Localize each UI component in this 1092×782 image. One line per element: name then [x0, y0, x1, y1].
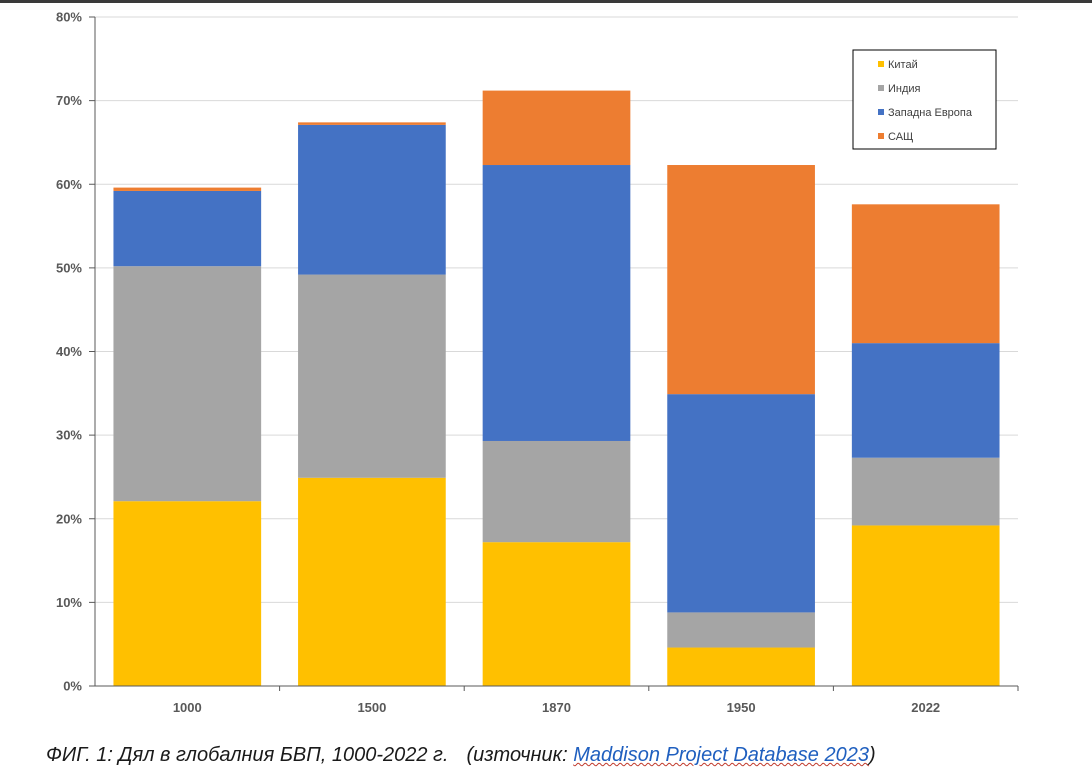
source-link[interactable]: Maddison Project Database 2023 — [573, 744, 869, 766]
bar-segment-Западна Европа-1870 — [482, 165, 631, 441]
legend-label: Индия — [888, 83, 921, 95]
x-tick-label: 1870 — [542, 700, 571, 715]
bar-segment-САЩ-2022 — [851, 204, 1000, 344]
caption-source-prefix: (източник: — [466, 744, 574, 766]
bar-segment-Индия-1000 — [113, 266, 262, 502]
y-tick-label: 50% — [56, 260, 82, 275]
top-border-line — [0, 0, 1092, 3]
x-tick-label: 1500 — [357, 700, 386, 715]
legend-swatch-Западна Европа — [878, 109, 884, 115]
figure-caption: ФИГ. 1: Дял в глобалния БВП, 1000-2022 г… — [46, 744, 876, 767]
legend: Китай Индия Западна Европа САЩ — [852, 49, 997, 150]
bar-segment-Индия-1500 — [298, 274, 446, 478]
bar-segment-Китай-1500 — [298, 477, 446, 686]
y-tick-label: 10% — [56, 595, 82, 610]
legend-box — [852, 49, 997, 150]
stacked-bar-chart: 0% 10% 20% 30% 40% 50% 60% 70% 80% 1000 1500 1870 19… — [56, 10, 1019, 715]
legend-swatch-Китай — [878, 61, 884, 67]
bar-segment-Западна Европа-1000 — [113, 190, 262, 267]
bar-segment-Западна Европа-1950 — [667, 394, 815, 613]
legend-label: САЩ — [888, 131, 913, 143]
x-tick-label: 2022 — [911, 700, 940, 715]
legend-label: Западна Европа — [888, 107, 973, 119]
x-tick-label: 1950 — [727, 700, 756, 715]
y-tick-label: 20% — [56, 511, 82, 526]
bar-segment-Китай-1000 — [113, 501, 262, 686]
bar-segment-САЩ-1950 — [667, 165, 815, 395]
legend-swatch-Индия — [878, 85, 884, 91]
bar-segment-Китай-1870 — [482, 542, 631, 686]
y-tick-label: 30% — [56, 428, 82, 443]
y-tick-label: 0% — [63, 679, 82, 694]
bars — [113, 90, 1000, 686]
axes: 0% 10% 20% 30% 40% 50% 60% 70% 80% 1000 1500 1870 19… — [56, 10, 1019, 715]
y-tick-label: 60% — [56, 177, 82, 192]
caption-main: ФИГ. 1: Дял в глобалния БВП, 1000-2022 г… — [46, 744, 449, 766]
bar-segment-Индия-1870 — [482, 440, 631, 543]
bar-segment-САЩ-1500 — [298, 122, 446, 125]
bar-segment-Западна Европа-1500 — [298, 124, 446, 275]
bar-segment-Западна Европа-2022 — [851, 343, 1000, 458]
bar-segment-Китай-2022 — [851, 525, 1000, 686]
y-tick-label: 70% — [56, 93, 82, 108]
bar-segment-Индия-2022 — [851, 457, 1000, 526]
legend-swatch-САЩ — [878, 133, 884, 139]
y-tick-label: 80% — [56, 10, 82, 25]
x-tick-label: 1000 — [173, 700, 202, 715]
caption-source-suffix: ) — [868, 744, 876, 766]
bar-segment-САЩ-1000 — [113, 187, 262, 191]
bar-segment-САЩ-1870 — [482, 90, 631, 166]
bar-segment-Китай-1950 — [667, 647, 815, 686]
y-tick-label: 40% — [56, 344, 82, 359]
bar-segment-Индия-1950 — [667, 612, 815, 648]
legend-label: Китай — [888, 59, 918, 71]
